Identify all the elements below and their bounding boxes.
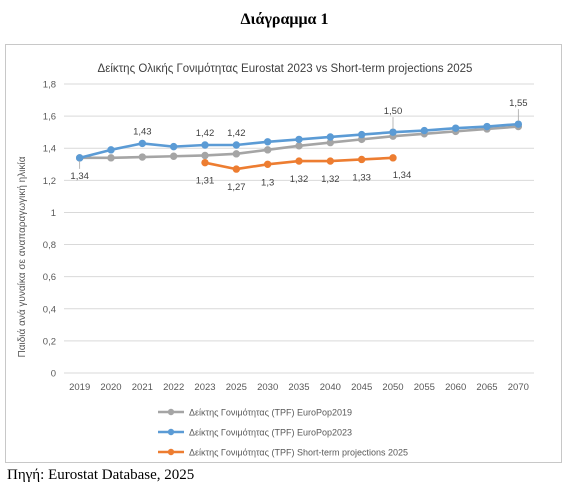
- data-point: [201, 158, 209, 167]
- data-point: [232, 141, 241, 149]
- y-tick-label: 0: [51, 369, 56, 380]
- data-point: [263, 160, 272, 168]
- y-tick-label: 1,6: [43, 112, 56, 123]
- data-point: [201, 141, 209, 149]
- data-point: [295, 142, 303, 150]
- x-tick-label: 2030: [257, 382, 278, 393]
- x-tick-label: 2065: [476, 382, 497, 393]
- x-tick-label: 2045: [351, 382, 372, 393]
- data-label: 1,27: [227, 182, 246, 193]
- data-label: 1,33: [352, 172, 371, 183]
- figure-heading: Διάγραμμα 1: [240, 11, 329, 28]
- y-tick-label: 1,8: [43, 80, 56, 91]
- data-label: 1,34: [70, 171, 89, 182]
- data-point: [75, 154, 84, 162]
- data-label: 1,3: [261, 177, 274, 188]
- chart-container: 0 0,2 0,4 0,6 0,8 1 1,2 1,4 1,6 1,8 2019 2020 2021 20…: [5, 44, 562, 463]
- x-tick-label: 2035: [288, 382, 309, 393]
- data-label: 1,55: [509, 98, 528, 109]
- data-label: 1,32: [321, 174, 340, 185]
- axis-layer: 0 0,2 0,4 0,6 0,8 1 1,2 1,4 1,6 1,8 2019 2020 2021 20…: [43, 80, 529, 394]
- data-point: [232, 165, 241, 173]
- y-tick-label: 0,2: [43, 336, 56, 347]
- data-point: [295, 135, 303, 144]
- legend-entry-label: Δείκτης Γονιμότητας (TPF) Short-term pro…: [189, 448, 408, 458]
- data-label: 1,42: [227, 128, 246, 139]
- y-tick-label: 0,6: [43, 272, 56, 283]
- x-tick-label: 2040: [320, 382, 341, 393]
- series-layer: [75, 120, 523, 173]
- x-tick-label: 2050: [382, 382, 403, 393]
- data-point: [483, 122, 491, 131]
- data-point: [263, 138, 272, 146]
- x-tick-label: 2020: [100, 382, 121, 393]
- x-tick-label: 2021: [132, 382, 153, 393]
- legend-entry-label: Δείκτης Γονιμότητας (TPF) EuroPop2023: [189, 428, 352, 438]
- data-point: [451, 124, 460, 132]
- x-tick-label: 2025: [226, 382, 247, 393]
- data-label-layer: 1,34 1,43 1,42 1,42 1,50 1,55 1,31 1,27 1,3 1,32 1…: [70, 98, 527, 193]
- legend-entry-label: Δείκτης Γονιμότητας (TPF) EuroPop2019: [189, 408, 352, 418]
- data-point: [389, 154, 397, 162]
- y-tick-label: 1: [51, 208, 56, 219]
- legend-marker: [167, 448, 175, 456]
- data-point: [326, 157, 335, 165]
- x-tick-label: 2070: [508, 382, 529, 393]
- data-point: [263, 146, 272, 154]
- y-tick-label: 1,4: [43, 144, 56, 155]
- data-point: [357, 130, 366, 139]
- line-chart: 0 0,2 0,4 0,6 0,8 1 1,2 1,4 1,6 1,8 2019 2020 2021 20…: [16, 63, 534, 458]
- y-tick-label: 0,8: [43, 240, 56, 251]
- data-point: [420, 126, 429, 135]
- y-tick-label: 1,2: [43, 176, 56, 187]
- data-label: 1,34: [393, 170, 412, 181]
- x-tick-label: 2023: [194, 382, 215, 393]
- x-tick-label: 2060: [445, 382, 466, 393]
- data-point: [138, 139, 147, 148]
- y-axis-title: Παιδιά ανά γυναίκα σε αναπαραγωγική ηλικ…: [16, 156, 28, 357]
- grid-layer: [64, 83, 534, 374]
- data-point: [138, 153, 147, 161]
- x-tick-label: 2022: [163, 382, 184, 393]
- y-tick-label: 0,4: [43, 304, 56, 315]
- source-note: Πηγή: Eurostat Database, 2025: [7, 467, 195, 483]
- data-point: [357, 155, 366, 164]
- x-tick-label: 2019: [69, 382, 90, 393]
- legend-marker: [167, 428, 175, 436]
- data-label: 1,43: [133, 126, 152, 137]
- x-tick-label: 2055: [414, 382, 435, 393]
- data-point: [107, 146, 115, 154]
- data-point: [201, 151, 209, 160]
- data-point: [514, 120, 523, 128]
- data-point: [389, 128, 397, 136]
- data-point: [232, 150, 241, 158]
- data-point: [169, 152, 178, 160]
- data-point: [295, 157, 303, 165]
- data-point: [169, 142, 178, 151]
- legend-marker: [167, 408, 175, 416]
- data-label: 1,50: [384, 106, 403, 117]
- legend: Δείκτης Γονιμότητας (TPF) EuroPop2019 Δεί…: [158, 408, 408, 458]
- data-label: 1,42: [196, 128, 215, 139]
- data-label: 1,31: [196, 176, 215, 187]
- data-label: 1,32: [290, 174, 309, 185]
- data-point: [326, 133, 335, 141]
- data-point: [107, 154, 115, 162]
- chart-title: Δείκτης Ολικής Γονιμότητας Eurostat 2023…: [98, 63, 473, 75]
